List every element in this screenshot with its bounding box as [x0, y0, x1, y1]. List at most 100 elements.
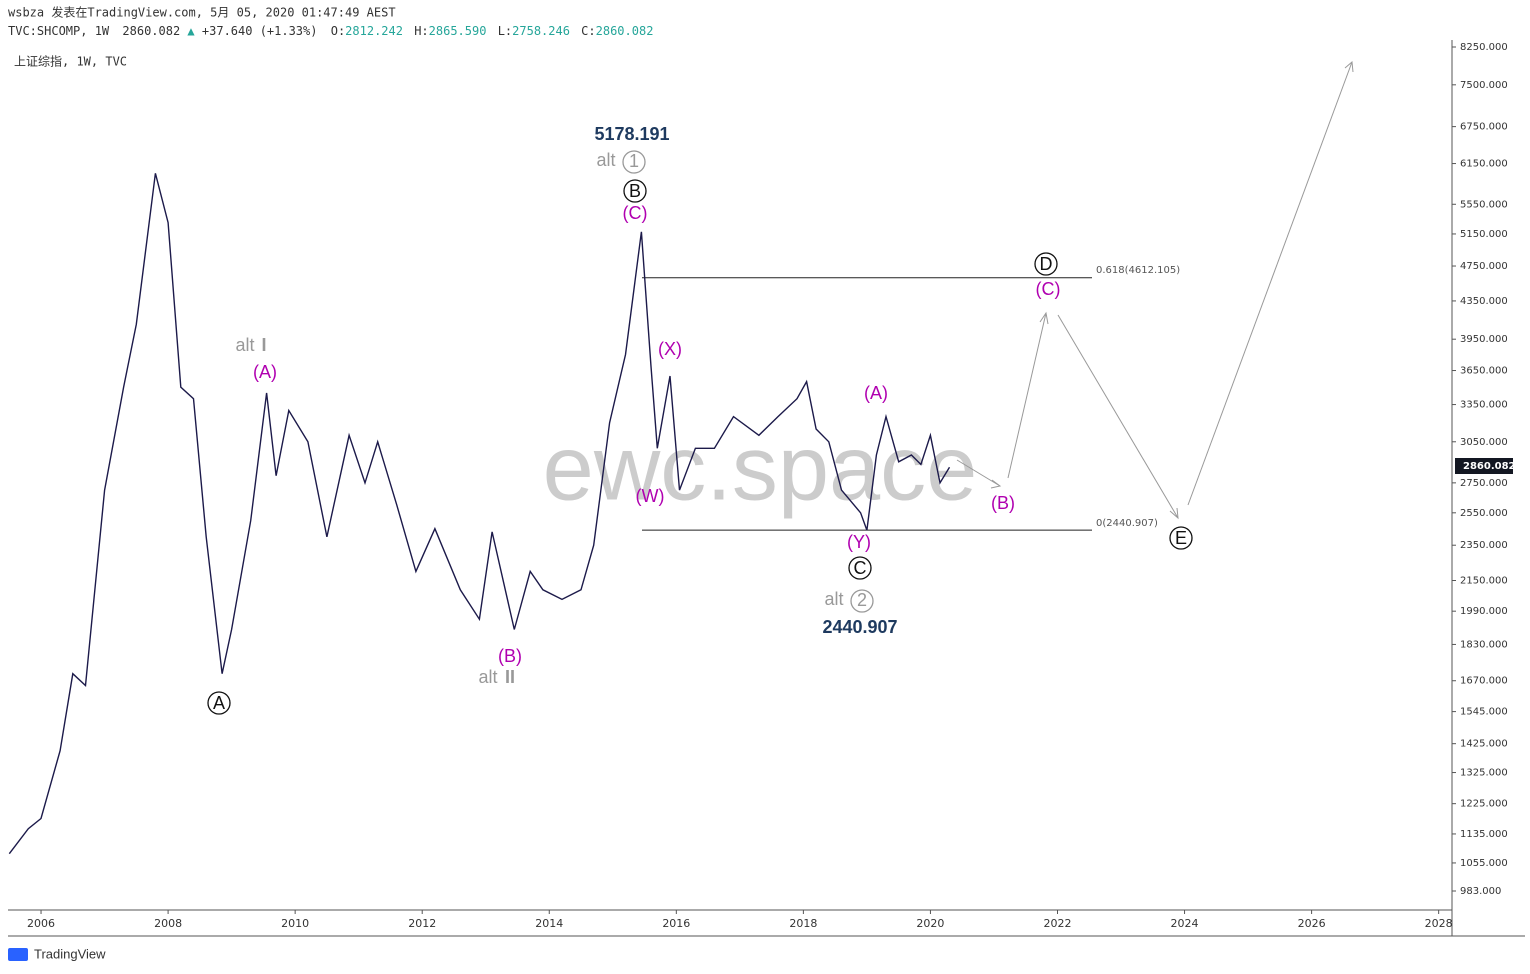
- arrow: [1057, 314, 1179, 519]
- wave-label: D: [1040, 254, 1053, 274]
- wave-label: (B): [498, 646, 522, 666]
- wave-label: 1: [629, 151, 639, 171]
- arrow-head: [1169, 507, 1179, 520]
- fib-label: 0.618(4612.105): [1096, 265, 1180, 276]
- wave-label: (B): [991, 493, 1015, 513]
- arrow: [956, 459, 1001, 487]
- y-tick-label: 1990.000: [1460, 606, 1508, 617]
- wave-circle: [848, 556, 872, 580]
- last-price-tag: [1455, 458, 1513, 474]
- arrow-head: [1039, 311, 1049, 325]
- symbol: TVC:SHCOMP, 1W: [8, 24, 110, 38]
- wave-label: I: [261, 335, 266, 355]
- low-label: 2440.907: [822, 617, 897, 637]
- wave-label: (A): [253, 362, 277, 382]
- price-line: [8, 173, 951, 855]
- close: 2860.082: [596, 24, 654, 38]
- projection-arrows: [956, 60, 1354, 520]
- wave-circle: [1169, 526, 1193, 550]
- y-tick-label: 983.000: [1460, 886, 1501, 897]
- y-tick-label: 1545.000: [1460, 707, 1508, 718]
- y-tick-label: 3050.000: [1460, 437, 1508, 448]
- arrow: [1187, 61, 1353, 506]
- x-tick-label: 2024: [1171, 917, 1199, 930]
- wave-circle: [622, 150, 646, 174]
- x-tick-label: 2022: [1043, 917, 1071, 930]
- l-label: L:: [498, 24, 512, 38]
- y-tick-label: 1830.000: [1460, 639, 1508, 650]
- x-tick-label: 2026: [1298, 917, 1326, 930]
- y-tick-label: 2550.000: [1460, 508, 1508, 519]
- arrow-head: [990, 479, 1002, 489]
- x-tick-label: 2006: [27, 917, 55, 930]
- x-tick-label: 2008: [154, 917, 182, 930]
- o-label: O:: [331, 24, 345, 38]
- y-tick-label: 3350.000: [1460, 400, 1508, 411]
- alt-label: alt: [478, 667, 497, 687]
- arrow-head: [1344, 60, 1354, 73]
- ohlc-line: TVC:SHCOMP, 1W 2860.082 ▲ +37.640 (+1.33…: [8, 24, 653, 38]
- y-tick-label: 6750.000: [1460, 122, 1508, 133]
- chart-title: 上证综指, 1W, TVC: [14, 54, 127, 69]
- alt-label: alt: [824, 589, 843, 609]
- wave-label: (W): [636, 486, 665, 506]
- wave-label: E: [1175, 528, 1187, 548]
- x-tick-label: 2010: [281, 917, 309, 930]
- x-tick-label: 2012: [408, 917, 436, 930]
- wave-label: (Y): [847, 532, 871, 552]
- y-tick-label: 2750.000: [1460, 478, 1508, 489]
- footer-logo: TradingView: [34, 946, 106, 961]
- change: +37.640 (+1.33%): [202, 24, 318, 38]
- wave-label: II: [505, 667, 515, 687]
- wave-label: 2: [857, 590, 867, 610]
- peak-label: 5178.191: [594, 124, 669, 144]
- wave-label: (A): [864, 383, 888, 403]
- x-tick-label: 2016: [662, 917, 690, 930]
- open: 2812.242: [345, 24, 403, 38]
- wave-label: C: [854, 558, 867, 578]
- y-tick-label: 5550.000: [1460, 199, 1508, 210]
- y-tick-label: 8250.000: [1460, 42, 1508, 53]
- logo-mark: [8, 948, 28, 961]
- h-label: H:: [414, 24, 428, 38]
- high: 2865.590: [429, 24, 487, 38]
- wave-label: (X): [658, 339, 682, 359]
- arrow: ▲: [187, 24, 195, 38]
- wave-circle: [1034, 252, 1058, 276]
- y-tick-label: 6150.000: [1460, 159, 1508, 170]
- y-tick-label: 2350.000: [1460, 540, 1508, 551]
- fib-label: 0(2440.907): [1096, 518, 1158, 529]
- y-tick-label: 1325.000: [1460, 768, 1508, 779]
- y-tick-label: 1055.000: [1460, 858, 1508, 869]
- y-tick-label: 1225.000: [1460, 799, 1508, 810]
- y-tick-label: 2150.000: [1460, 576, 1508, 587]
- wave-label: (C): [1036, 279, 1061, 299]
- wave-label: B: [629, 181, 641, 201]
- y-tick-label: 4750.000: [1460, 261, 1508, 272]
- y-tick-label: 5150.000: [1460, 229, 1508, 240]
- arrow: [1007, 312, 1047, 479]
- y-tick-label: 3650.000: [1460, 366, 1508, 377]
- x-tick-label: 2028: [1425, 917, 1453, 930]
- x-tick-label: 2018: [789, 917, 817, 930]
- low: 2758.246: [512, 24, 570, 38]
- alt-label: alt: [235, 335, 254, 355]
- x-tick-label: 2020: [916, 917, 944, 930]
- y-tick-label: 1425.000: [1460, 739, 1508, 750]
- y-tick-label: 3950.000: [1460, 334, 1508, 345]
- wave-circle: [623, 179, 647, 203]
- y-tick-label: 1135.000: [1460, 829, 1508, 840]
- last: 2860.082: [122, 24, 180, 38]
- last-price-label: 2860.082: [1463, 461, 1516, 472]
- wave-circle: [207, 691, 231, 715]
- x-tick-label: 2014: [535, 917, 563, 930]
- wave-label: A: [213, 693, 225, 713]
- y-tick-label: 1670.000: [1460, 676, 1508, 687]
- c-label: C:: [581, 24, 595, 38]
- publisher-line: wsbza 发表在TradingView.com, 5月 05, 2020 01…: [8, 5, 396, 20]
- plot: 8250.000 7500.000 6750.000 6150.000 5550.000…: [8, 42, 1508, 930]
- wave-circle: [850, 589, 874, 613]
- alt-label: alt: [596, 150, 615, 170]
- wave-label: (C): [623, 203, 648, 223]
